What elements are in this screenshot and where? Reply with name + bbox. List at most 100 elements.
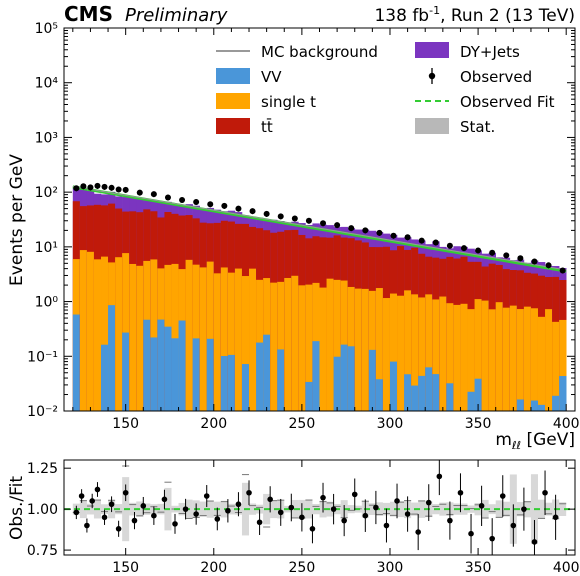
stack-bar-singlet bbox=[404, 290, 412, 411]
x-tick-label: 400 bbox=[553, 416, 580, 432]
ratio-point bbox=[288, 504, 295, 511]
ratio-point bbox=[182, 506, 189, 512]
stack-bar-singlet bbox=[502, 307, 511, 411]
status-label: Preliminary bbox=[125, 5, 228, 26]
ratio-point bbox=[542, 489, 548, 496]
legend-ttbar-swatch bbox=[216, 118, 250, 134]
experiment-label: CMS bbox=[64, 2, 113, 26]
x-tick-label: 300 bbox=[377, 416, 404, 432]
stack-bar-singlet bbox=[446, 303, 454, 411]
observed-point bbox=[108, 184, 115, 191]
observed-point bbox=[517, 255, 524, 262]
stack-bar-singlet bbox=[277, 281, 285, 411]
observed-points bbox=[73, 182, 566, 274]
observed-point bbox=[390, 232, 397, 239]
stack-bar-vv bbox=[446, 383, 454, 411]
stack-bar-vv bbox=[263, 334, 271, 411]
observed-point bbox=[164, 194, 171, 201]
legend-observed-label: Observed bbox=[460, 68, 532, 86]
stat-band-bin bbox=[178, 502, 186, 516]
stack-bar-vv bbox=[375, 379, 384, 411]
stack-bar-vv bbox=[178, 320, 186, 411]
stat-band-bin bbox=[467, 505, 475, 513]
ratio-x-tick-label: 150 bbox=[112, 560, 139, 576]
stat-band-bin bbox=[157, 503, 165, 515]
ratio-frame bbox=[63, 459, 576, 556]
stack-bar-singlet bbox=[249, 268, 257, 411]
stack-bar-vv bbox=[122, 332, 130, 411]
ratio-point bbox=[161, 496, 168, 503]
stack-bar-singlet bbox=[326, 278, 334, 411]
observed-point bbox=[235, 205, 242, 212]
stack-bar-singlet bbox=[488, 309, 497, 411]
stack-bar-singlet bbox=[305, 284, 313, 411]
stat-band-bin bbox=[439, 502, 447, 516]
legend-single-t-swatch bbox=[216, 93, 250, 109]
stack-bar-singlet bbox=[354, 288, 363, 411]
legend-dy-swatch bbox=[415, 42, 449, 58]
main-axes: 150 200 250 300 350 400 10⁻² 10⁻¹ 10⁰ 10¹ 10² 10³ 10… bbox=[27, 21, 579, 432]
stat-band-bin bbox=[347, 505, 355, 514]
ratio-point bbox=[214, 516, 221, 522]
stack-bar-vv bbox=[143, 319, 151, 411]
stack-bar-singlet bbox=[453, 304, 461, 411]
observed-point bbox=[503, 252, 510, 259]
observed-point bbox=[150, 191, 157, 198]
x-axis-label: mℓℓ [GeV] bbox=[495, 430, 575, 452]
observed-point bbox=[87, 184, 94, 191]
ratio-point bbox=[531, 539, 538, 545]
stack-bar-vv bbox=[530, 400, 539, 411]
stack-bar-singlet bbox=[291, 275, 299, 411]
ratio-point bbox=[78, 493, 85, 499]
y-tick-label: 10⁻² bbox=[27, 404, 58, 420]
observed-point bbox=[122, 186, 129, 193]
ratio-point bbox=[330, 506, 337, 512]
y-tick-label: 10⁻¹ bbox=[27, 349, 58, 365]
ratio-point bbox=[383, 522, 390, 529]
ratio-x-tick-label: 400 bbox=[553, 560, 580, 576]
observed-point bbox=[136, 189, 143, 196]
stack-bar-singlet bbox=[382, 298, 391, 411]
stack-bar-vv bbox=[347, 346, 356, 411]
ratio-point bbox=[351, 491, 358, 498]
ratio-y-tick-label: 1.00 bbox=[27, 502, 58, 518]
stack-bar-singlet bbox=[516, 309, 525, 411]
stack-bar-vv bbox=[340, 344, 348, 411]
legend-dy-label: DY+Jets bbox=[460, 43, 520, 61]
stack-bar-singlet bbox=[227, 272, 236, 411]
ratio-point bbox=[447, 517, 453, 524]
ratio-point bbox=[108, 501, 115, 508]
stack-bar-vv bbox=[108, 305, 116, 411]
stat-band-bin bbox=[249, 503, 257, 515]
stack-bar-vv bbox=[305, 381, 313, 411]
stat-band-bin bbox=[460, 503, 468, 515]
observed-fit-line bbox=[72, 185, 567, 273]
stack-bar-vv bbox=[206, 338, 215, 411]
ratio-point bbox=[489, 535, 495, 542]
stack-bar-singlet bbox=[552, 321, 560, 411]
stat-band-bin bbox=[326, 501, 334, 517]
stack-bar-singlet bbox=[418, 297, 426, 411]
stack-bar-vv bbox=[312, 341, 320, 411]
ratio-y-tick-label: 1.25 bbox=[27, 461, 58, 477]
x-tick-label: 250 bbox=[289, 416, 316, 432]
stack-bar-singlet bbox=[93, 259, 102, 411]
stack-bar-singlet bbox=[86, 251, 95, 411]
stack-bar-vv bbox=[418, 375, 426, 411]
y-tick-label: 10⁴ bbox=[35, 76, 59, 92]
stack-bar-vv bbox=[368, 349, 377, 411]
ratio-point bbox=[341, 517, 347, 524]
stack-bar-singlet bbox=[375, 288, 384, 411]
stack-bar-singlet bbox=[439, 296, 447, 411]
stat-band-bin bbox=[418, 500, 426, 518]
observed-point bbox=[249, 208, 256, 215]
stack-bar-singlet bbox=[220, 267, 229, 411]
stack-bar-singlet bbox=[129, 263, 137, 411]
stat-band-bin bbox=[199, 501, 207, 517]
stack-bar-singlet bbox=[122, 253, 130, 411]
observed-point bbox=[545, 262, 552, 269]
stack-bar-singlet bbox=[101, 256, 109, 411]
stack-bar-singlet bbox=[79, 250, 88, 411]
legend-ttbar-label: tt̄ bbox=[261, 117, 273, 136]
